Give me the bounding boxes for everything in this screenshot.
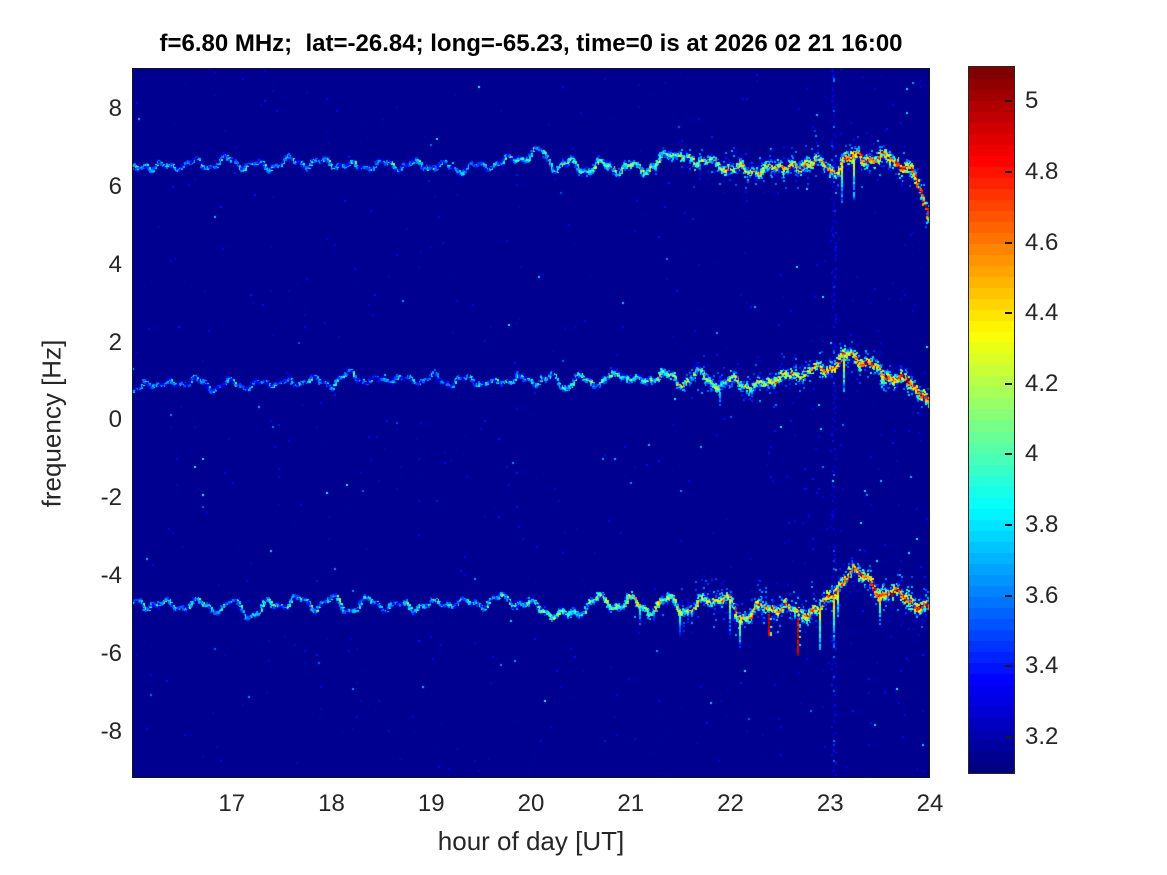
x-tick-label: 18 [318, 790, 345, 817]
y-tick-label: 6 [108, 172, 122, 200]
x-axis-label: hour of day [UT] [437, 826, 625, 856]
colorbar-tick-label: 3.4 [1025, 652, 1059, 680]
spectrogram-canvas [132, 68, 930, 778]
x-tick-label: 20 [517, 790, 545, 817]
colorbar-canvas [969, 67, 1014, 773]
colorbar-tick-mark [1005, 312, 1012, 315]
x-tick-label: 22 [717, 790, 744, 817]
y-tick-label: 0 [108, 406, 122, 434]
colorbar-tick-label: 4.6 [1025, 228, 1059, 256]
spectrogram-plot [132, 68, 930, 778]
y-tick-label: 2 [108, 328, 122, 356]
x-tick-label: 17 [218, 790, 246, 817]
colorbar-tick-label: 4.8 [1025, 157, 1059, 185]
colorbar-tick-mark [1005, 382, 1012, 385]
y-axis-label: frequency [Hz] [36, 339, 67, 508]
y-tick-label: 8 [108, 94, 122, 122]
x-tick-label: 23 [816, 790, 844, 817]
colorbar-tick-label: 3.2 [1025, 722, 1059, 750]
colorbar-tick-label: 5 [1025, 87, 1039, 115]
colorbar-tick-label: 4 [1025, 440, 1039, 468]
colorbar-tick-mark [1005, 453, 1012, 456]
colorbar-tick-mark [1005, 100, 1012, 103]
x-tick-label: 19 [417, 790, 445, 817]
y-tick-label: 4 [108, 250, 122, 278]
colorbar-tick-mark [1005, 523, 1012, 526]
colorbar-tick-mark [1005, 170, 1012, 173]
colorbar-tick-mark [1005, 735, 1012, 738]
colorbar-tick-mark [1005, 241, 1012, 244]
y-tick-label: -6 [100, 640, 122, 668]
colorbar-tick-label: 3.8 [1025, 510, 1059, 538]
colorbar-tick-label: 3.6 [1025, 581, 1059, 609]
colorbar-tick-mark [1005, 594, 1012, 597]
colorbar [968, 66, 1015, 774]
x-tick-label: 24 [916, 790, 944, 817]
x-tick-label: 21 [617, 790, 645, 817]
colorbar-tick-mark [1005, 665, 1012, 668]
chart-title: f=6.80 MHz; lat=-26.84; long=-65.23, tim… [159, 30, 903, 57]
colorbar-tick-label: 4.4 [1025, 299, 1059, 327]
y-tick-label: -4 [100, 562, 122, 590]
y-tick-label: -8 [100, 718, 122, 746]
y-tick-label: -2 [100, 484, 122, 512]
colorbar-tick-label: 4.2 [1025, 369, 1059, 397]
